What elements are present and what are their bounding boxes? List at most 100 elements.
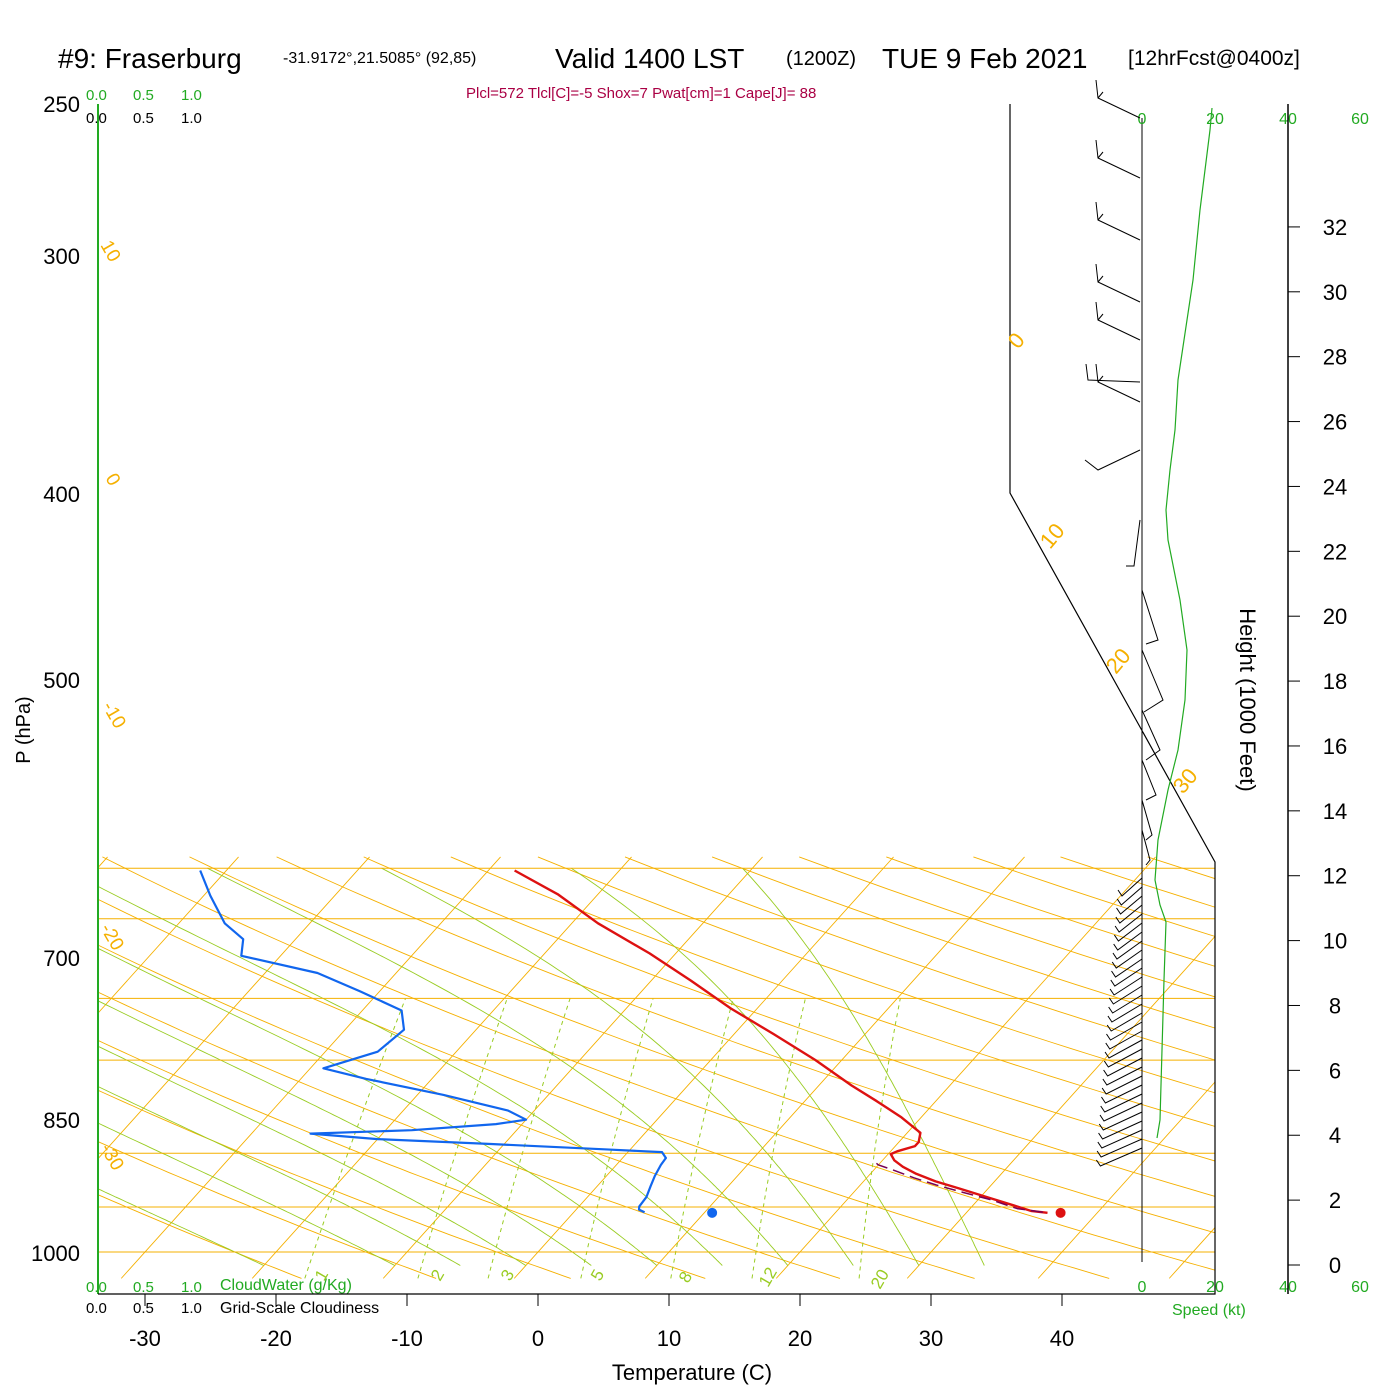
pressure-label-400: 400 — [43, 482, 80, 507]
wind-barb — [1116, 886, 1143, 906]
mixing-ratio-line — [580, 998, 654, 1279]
cloud-scale-top-green-0: 0.0 — [86, 87, 107, 104]
mixing-ratio-label-2: 2 — [427, 1266, 448, 1284]
dry-adiabat-line — [98, 856, 706, 1279]
height-tick-label: 14 — [1323, 799, 1347, 824]
mixing-ratio-label-3: 3 — [497, 1266, 518, 1284]
moist-adiabat-line — [98, 867, 723, 1266]
height-tick-label: 8 — [1329, 993, 1341, 1018]
isotherm-line — [906, 856, 1215, 1279]
isotherm-labels: 10 0 -10 -20 -30 0 10 20 30 — [96, 237, 1203, 1174]
speed-tick-bottom-20: 20 — [1206, 1279, 1224, 1296]
wind-barb — [1106, 1012, 1143, 1032]
dry-adiabat-line — [98, 856, 437, 1279]
mixing-ratio-label-20: 20 — [867, 1266, 893, 1292]
height-tick-label: 6 — [1329, 1058, 1341, 1083]
x-tick-label: 20 — [788, 1326, 812, 1351]
pressure-label-850: 850 — [43, 1108, 80, 1133]
isotherm-label-left-m30: -30 — [96, 1140, 128, 1174]
wind-barb — [1095, 363, 1141, 403]
moist-adiabat-line — [98, 867, 592, 1266]
isotherm-label-right-20: 20 — [1101, 643, 1136, 678]
mixing-ratio-line — [751, 998, 806, 1279]
temperature-surface-point — [1055, 1207, 1066, 1218]
dry-adiabat-line — [189, 856, 1215, 1279]
mixing-ratio-line — [304, 998, 406, 1279]
x-axis-label: Temperature (C) — [612, 1360, 772, 1385]
wind-barb — [1114, 913, 1143, 933]
y-axis-label: P (hPa) — [13, 696, 35, 763]
mixing-ratio-label-12: 12 — [755, 1264, 781, 1290]
height-tick-label: 32 — [1323, 215, 1347, 240]
cloud-scale-bottom-green-1: 0.5 — [133, 1279, 154, 1296]
cloud-scale-top-black-1: 0.5 — [133, 110, 154, 127]
wind-barb — [1113, 931, 1143, 951]
wind-barb — [1111, 958, 1143, 978]
moist-adiabat-line — [98, 867, 396, 1266]
cloud-scale-bottom-black-2: 1.0 — [181, 1300, 202, 1317]
isotherm-line — [98, 856, 370, 1279]
pressure-label-250: 250 — [43, 92, 80, 117]
moist-adiabat-line — [98, 867, 264, 1266]
pressure-label-1000: 1000 — [31, 1241, 80, 1266]
mixing-ratio-line — [670, 998, 734, 1279]
dry-adiabat-line — [450, 856, 1215, 1279]
x-tick-label: -30 — [129, 1326, 161, 1351]
moist-adiabat-line — [98, 867, 461, 1266]
wind-barb — [1104, 1039, 1143, 1059]
mixing-ratio-grid — [304, 998, 901, 1279]
speed-tick-top-20: 20 — [1206, 111, 1224, 128]
wind-speed-profile — [1154, 107, 1213, 1139]
pressure-label-300: 300 — [43, 244, 80, 269]
moist-adiabat-line — [98, 867, 658, 1266]
wind-barb — [1141, 829, 1151, 866]
isotherm-grid — [98, 856, 1215, 1279]
dry-adiabat-line — [98, 856, 975, 1279]
wind-barbs — [1084, 79, 1164, 1167]
moist-adiabat-line — [98, 867, 527, 1266]
height-tick-label: 22 — [1323, 539, 1347, 564]
mixing-ratio-line — [487, 998, 571, 1279]
dry-adiabat-line — [98, 856, 302, 1279]
wind-barb — [1101, 1075, 1143, 1095]
pressure-axis: 250 300 400 500 700 850 1000 — [31, 92, 80, 1266]
dry-adiabat-line — [711, 856, 1215, 1279]
wind-barb — [1103, 1057, 1143, 1077]
isotherm-label-right-0: 0 — [1003, 328, 1030, 353]
dry-adiabat-line — [799, 856, 1215, 1279]
wind-barb — [1103, 1048, 1143, 1068]
wind-barb — [1141, 589, 1159, 645]
height-tick-label: 28 — [1323, 345, 1347, 370]
cloudiness-label: Grid-Scale Cloudiness — [220, 1300, 379, 1317]
wind-barb — [1141, 649, 1164, 713]
sounding-indices: Plcl=572 Tlcl[C]=-5 Shox=7 Pwat[cm]=1 Ca… — [466, 85, 816, 102]
height-tick-label: 4 — [1329, 1123, 1341, 1148]
wind-barb — [1095, 201, 1141, 241]
dry-adiabat-line — [624, 856, 1215, 1279]
wind-barb — [1112, 940, 1143, 960]
speed-tick-top-60: 60 — [1351, 111, 1369, 128]
isotherm-line — [98, 856, 108, 1279]
height-tick-label: 12 — [1323, 864, 1347, 889]
isotherm-line — [513, 856, 894, 1279]
speed-tick-bottom-0: 0 — [1138, 1279, 1147, 1296]
wind-barb — [1105, 1030, 1143, 1050]
wind-barb — [1096, 1138, 1143, 1158]
wind-barb — [1101, 1084, 1143, 1104]
dry-adiabat-line — [102, 856, 1215, 1279]
wind-barb — [1111, 949, 1143, 969]
wind-barb — [1095, 1147, 1143, 1167]
cloud-scale-top-black-2: 1.0 — [181, 110, 202, 127]
isotherm-label-left-10: 10 — [96, 237, 125, 266]
wind-barb — [1095, 79, 1141, 119]
cloudwater-label: CloudWater (g/Kg) — [220, 1277, 352, 1294]
temperature-line — [514, 869, 1048, 1214]
mixing-ratio-label-8: 8 — [675, 1268, 696, 1286]
wind-barb — [1108, 985, 1143, 1005]
dry-adiabat-line — [1147, 856, 1215, 1279]
x-tick-label: 10 — [657, 1326, 681, 1351]
forecast-date: TUE 9 Feb 2021 — [882, 43, 1087, 74]
height-tick-label: 26 — [1323, 410, 1347, 435]
moist-adiabat-line — [207, 867, 789, 1266]
